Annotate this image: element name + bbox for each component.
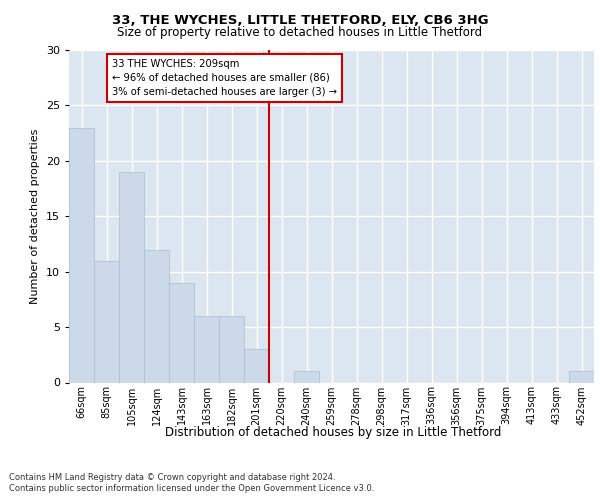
Bar xyxy=(144,250,169,382)
Text: Contains HM Land Registry data © Crown copyright and database right 2024.: Contains HM Land Registry data © Crown c… xyxy=(9,472,335,482)
Bar xyxy=(94,260,119,382)
Bar xyxy=(294,372,319,382)
Bar xyxy=(169,283,194,382)
Bar xyxy=(244,349,269,382)
Text: Size of property relative to detached houses in Little Thetford: Size of property relative to detached ho… xyxy=(118,26,482,39)
Text: Distribution of detached houses by size in Little Thetford: Distribution of detached houses by size … xyxy=(165,426,501,439)
Text: 33, THE WYCHES, LITTLE THETFORD, ELY, CB6 3HG: 33, THE WYCHES, LITTLE THETFORD, ELY, CB… xyxy=(112,14,488,27)
Bar xyxy=(69,128,94,382)
Bar xyxy=(194,316,219,382)
Text: 33 THE WYCHES: 209sqm
← 96% of detached houses are smaller (86)
3% of semi-detac: 33 THE WYCHES: 209sqm ← 96% of detached … xyxy=(112,59,337,97)
Bar xyxy=(569,372,594,382)
Text: Contains public sector information licensed under the Open Government Licence v3: Contains public sector information licen… xyxy=(9,484,374,493)
Bar xyxy=(119,172,144,382)
Bar xyxy=(219,316,244,382)
Y-axis label: Number of detached properties: Number of detached properties xyxy=(30,128,40,304)
